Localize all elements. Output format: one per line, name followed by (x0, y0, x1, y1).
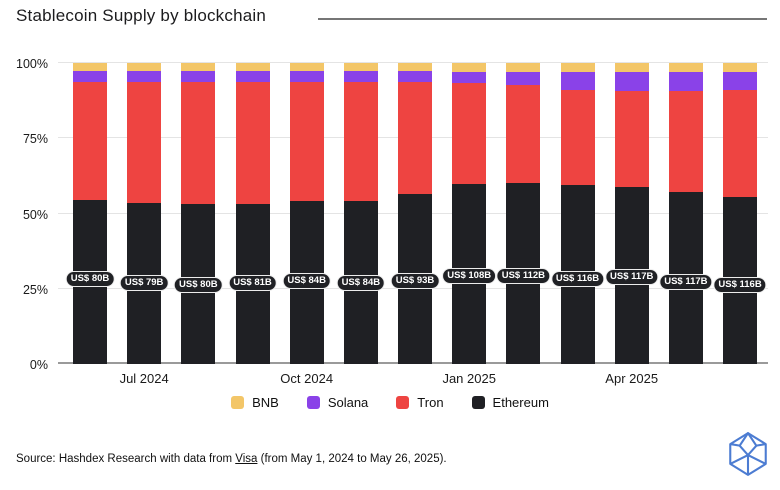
x-tick-label: Oct 2024 (280, 371, 334, 386)
bar-value-label: US$ 117B (659, 274, 713, 290)
bar-segment-tron (668, 90, 703, 192)
hashdex-polyhedron-logo (729, 432, 767, 476)
bar-value-label: US$ 79B (119, 275, 169, 291)
source-prefix: Source: Hashdex Research with data from (16, 453, 236, 465)
x-tick-label: Apr 2025 (605, 371, 659, 386)
bar-segment-bnb (343, 63, 378, 72)
bar-segment-solana (398, 71, 433, 83)
tron-swatch-icon (396, 396, 410, 409)
visa-link[interactable]: Visa (235, 453, 258, 465)
stacked-bar (181, 63, 216, 364)
stacked-bar (723, 63, 758, 364)
bar-segment-solana (452, 72, 487, 84)
gridline-100 (58, 62, 768, 63)
bar-value-label: US$ 84B (336, 275, 386, 291)
x-axis: Jul 2024 Oct 2024 Jan 2025 Apr 2025 (58, 371, 768, 389)
y-axis: 0% 25% 50% 75% 100% (0, 57, 52, 372)
bar-value-label: US$ 116B (550, 271, 605, 287)
bar-segment-bnb (452, 63, 487, 73)
bar-segment-tron (560, 90, 595, 186)
bar-segment-solana (506, 71, 541, 85)
bar-segment-solana (560, 71, 595, 91)
stacked-bar (343, 63, 378, 364)
chart-title: Stablecoin Supply by blockchain (16, 6, 267, 25)
source-note: Source: Hashdex Research with data from … (16, 453, 447, 465)
bar-value-label: US$ 117B (605, 269, 659, 285)
stacked-bar (73, 63, 107, 364)
bar-value-label: US$ 116B (713, 277, 767, 293)
bar-segment-bnb (560, 63, 595, 72)
bar-segment-solana (127, 71, 162, 83)
stacked-bar (235, 63, 270, 364)
bar-value-label: US$ 81B (228, 275, 277, 291)
bar-segment-bnb (289, 63, 324, 72)
legend-item-ethereum: Ethereum (471, 395, 549, 410)
bar-segment-tron (614, 90, 649, 188)
stacked-bar (289, 63, 324, 364)
bar-segment-bnb (506, 63, 541, 72)
bar-segment-tron (127, 82, 162, 203)
legend: BNB Solana Tron Ethereum (0, 395, 780, 410)
bar-value-label: US$ 93B (390, 273, 440, 289)
legend-label: Solana (327, 395, 369, 410)
bar-segment-tron (73, 82, 107, 200)
stacked-bar (668, 63, 703, 364)
bar-segment-bnb (235, 63, 270, 72)
x-tick-label: Jan 2025 (442, 371, 496, 386)
stacked-bar (506, 63, 541, 364)
plot-area: US$ 80B US$ 79B US$ 80B US$ 81B US$ 84B US$ 8… (58, 62, 768, 364)
legend-item-bnb: BNB (231, 395, 279, 410)
bar-segment-bnb (668, 63, 703, 72)
bar-segment-tron (235, 82, 270, 204)
bar-segment-bnb (181, 63, 216, 72)
stacked-bar (560, 63, 595, 364)
stacked-bar (127, 63, 162, 364)
bar-value-label: US$ 84B (282, 273, 331, 289)
source-suffix: (from May 1, 2024 to May 26, 2025). (257, 453, 447, 465)
bar-segment-solana (289, 71, 324, 83)
bar-segment-tron (506, 84, 541, 183)
legend-label: BNB (252, 395, 279, 410)
bar-value-label: US$ 80B (174, 277, 223, 293)
bar-segment-bnb (614, 63, 649, 72)
bar-segment-solana (723, 71, 758, 90)
bar-segment-bnb (127, 63, 162, 72)
bar-segment-solana (73, 71, 107, 83)
bar-segment-bnb (73, 63, 107, 72)
stacked-bar (452, 63, 487, 364)
bar-segment-tron (452, 83, 487, 185)
x-tick-label: Jul 2024 (119, 371, 169, 386)
bar-value-label: US$ 112B (496, 268, 551, 284)
solana-swatch-icon (306, 396, 320, 409)
title-rule-line (318, 18, 767, 20)
bar-segment-solana (235, 71, 270, 83)
bar-segment-solana (668, 71, 703, 91)
bar-segment-solana (181, 71, 216, 83)
bar-segment-tron (181, 82, 216, 204)
stacked-bar (398, 63, 433, 364)
bar-segment-tron (289, 82, 324, 201)
legend-label: Tron (417, 395, 444, 410)
legend-item-tron: Tron (396, 395, 444, 410)
y-tick-label: 100% (16, 57, 48, 71)
y-tick-label: 25% (22, 282, 48, 297)
bnb-swatch-icon (231, 396, 245, 409)
bar-segment-solana (614, 71, 649, 91)
bar-segment-tron (723, 89, 758, 197)
legend-item-solana: Solana (306, 395, 369, 410)
bar-segment-tron (343, 82, 378, 201)
bar-value-label: US$ 108B (442, 268, 497, 284)
bar-segment-bnb (723, 63, 758, 72)
legend-label: Ethereum (492, 395, 549, 410)
bar-segment-tron (398, 82, 433, 195)
bar-segment-solana (343, 71, 378, 83)
y-tick-label: 0% (29, 358, 48, 372)
y-tick-label: 50% (22, 207, 48, 222)
stacked-bar (614, 63, 649, 364)
y-tick-label: 75% (22, 132, 48, 147)
bar-value-label: US$ 80B (65, 271, 115, 287)
bar-segment-bnb (398, 63, 433, 72)
ethereum-swatch-icon (471, 396, 485, 409)
